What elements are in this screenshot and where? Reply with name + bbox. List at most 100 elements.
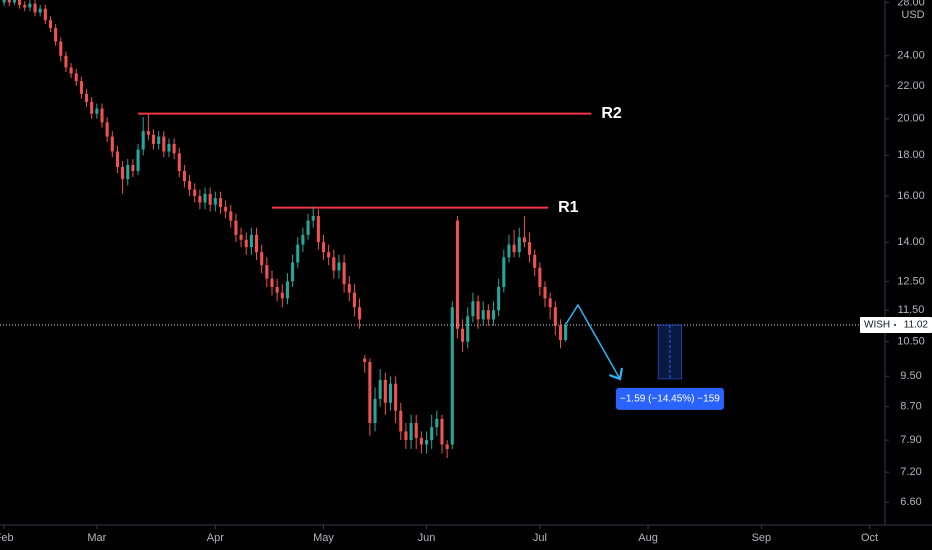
candle-body xyxy=(327,252,331,258)
candle-body xyxy=(543,286,547,299)
candle-body xyxy=(110,136,114,152)
candle-body xyxy=(383,379,387,403)
measure-label-box xyxy=(615,387,724,410)
candle-body xyxy=(162,136,166,152)
candle-body xyxy=(285,281,289,299)
candle-body xyxy=(121,166,125,180)
candle-body xyxy=(244,239,248,248)
x-tick-label: Jun xyxy=(418,532,436,544)
candle-body xyxy=(399,410,403,432)
candle-body xyxy=(79,81,83,94)
candle-body xyxy=(177,153,181,171)
candle-body xyxy=(115,151,119,167)
candle-body xyxy=(249,234,253,248)
candle-body xyxy=(311,216,315,221)
resistance-label: R2 xyxy=(601,105,622,122)
candle-body xyxy=(363,358,367,363)
candle-body xyxy=(265,265,269,279)
separator-dot xyxy=(894,323,896,326)
candle-body xyxy=(548,298,552,308)
candle-body xyxy=(296,244,300,263)
candle-body xyxy=(528,242,532,255)
candle-body xyxy=(151,134,156,144)
candle-body xyxy=(105,122,109,137)
candle-body xyxy=(280,292,284,299)
candle-body xyxy=(424,440,429,445)
candle-body xyxy=(476,301,480,320)
candle-body xyxy=(141,131,145,150)
candle-body xyxy=(131,165,135,171)
candle-body xyxy=(2,0,6,3)
candle-body xyxy=(95,108,99,114)
candle-body xyxy=(100,108,104,123)
candle-body xyxy=(517,237,521,253)
x-tick-label: Mar xyxy=(87,532,106,544)
candle-body xyxy=(12,0,16,3)
candle-body xyxy=(404,431,408,441)
candle-body xyxy=(182,170,186,182)
y-tick-label: 8.70 xyxy=(900,401,921,413)
candle-body xyxy=(445,444,449,449)
candle-body xyxy=(229,211,233,221)
candle-body xyxy=(234,220,238,235)
y-tick-label: 7.20 xyxy=(900,466,921,478)
candle-body xyxy=(481,310,485,320)
candle-body xyxy=(342,262,346,285)
candle-body xyxy=(38,8,42,13)
y-tick-label: 11.50 xyxy=(898,304,925,316)
y-tick-label: 16.00 xyxy=(897,190,925,202)
candle-body xyxy=(486,310,490,320)
candle-body xyxy=(419,437,423,445)
candle-body xyxy=(203,193,207,203)
candle-body xyxy=(157,136,161,144)
candle-body xyxy=(502,257,506,287)
candle-body xyxy=(358,307,362,320)
candle-body xyxy=(347,284,351,293)
y-tick-label: 12.50 xyxy=(897,275,925,287)
candle-body xyxy=(337,262,341,271)
x-tick-label: Aug xyxy=(638,532,658,544)
y-tick-label: 20.00 xyxy=(897,113,925,125)
candle-body xyxy=(84,93,89,102)
candle-body xyxy=(167,143,171,152)
x-tick-label: Oct xyxy=(861,532,878,544)
candle-body xyxy=(512,244,516,253)
candle-body xyxy=(7,0,11,3)
candle-body xyxy=(471,301,475,317)
x-tick-label: Sep xyxy=(752,532,772,544)
currency-box xyxy=(899,7,927,23)
candle-body xyxy=(440,418,444,445)
candle-body xyxy=(198,196,202,203)
candle-body xyxy=(414,422,418,438)
candle-body xyxy=(172,143,176,154)
candle-body xyxy=(59,41,63,56)
x-tick-label: Apr xyxy=(207,532,224,544)
candle-body xyxy=(43,8,47,21)
candle-body xyxy=(388,383,393,403)
candle-body xyxy=(352,292,356,308)
candle-body xyxy=(533,254,537,268)
candle-body xyxy=(260,252,264,266)
candle-body xyxy=(538,267,542,287)
candle-body xyxy=(254,234,259,253)
candle-body xyxy=(497,286,501,311)
candle-body xyxy=(208,193,212,205)
candle-body xyxy=(466,316,470,342)
candle-body xyxy=(394,383,398,411)
candle-body xyxy=(270,278,274,287)
candle-body xyxy=(54,28,58,42)
candle-body xyxy=(218,198,223,207)
candle-body xyxy=(224,206,228,212)
candle-body xyxy=(378,379,382,399)
y-tick-label: 6.60 xyxy=(900,496,921,508)
candle-body xyxy=(90,101,94,114)
candle-body xyxy=(553,307,557,326)
y-tick-label: 7.90 xyxy=(900,434,921,446)
y-tick-label: 22.00 xyxy=(897,80,925,92)
candle-body xyxy=(332,257,336,271)
y-tick-label: 28.00 xyxy=(897,0,925,8)
candle-body xyxy=(373,398,377,423)
